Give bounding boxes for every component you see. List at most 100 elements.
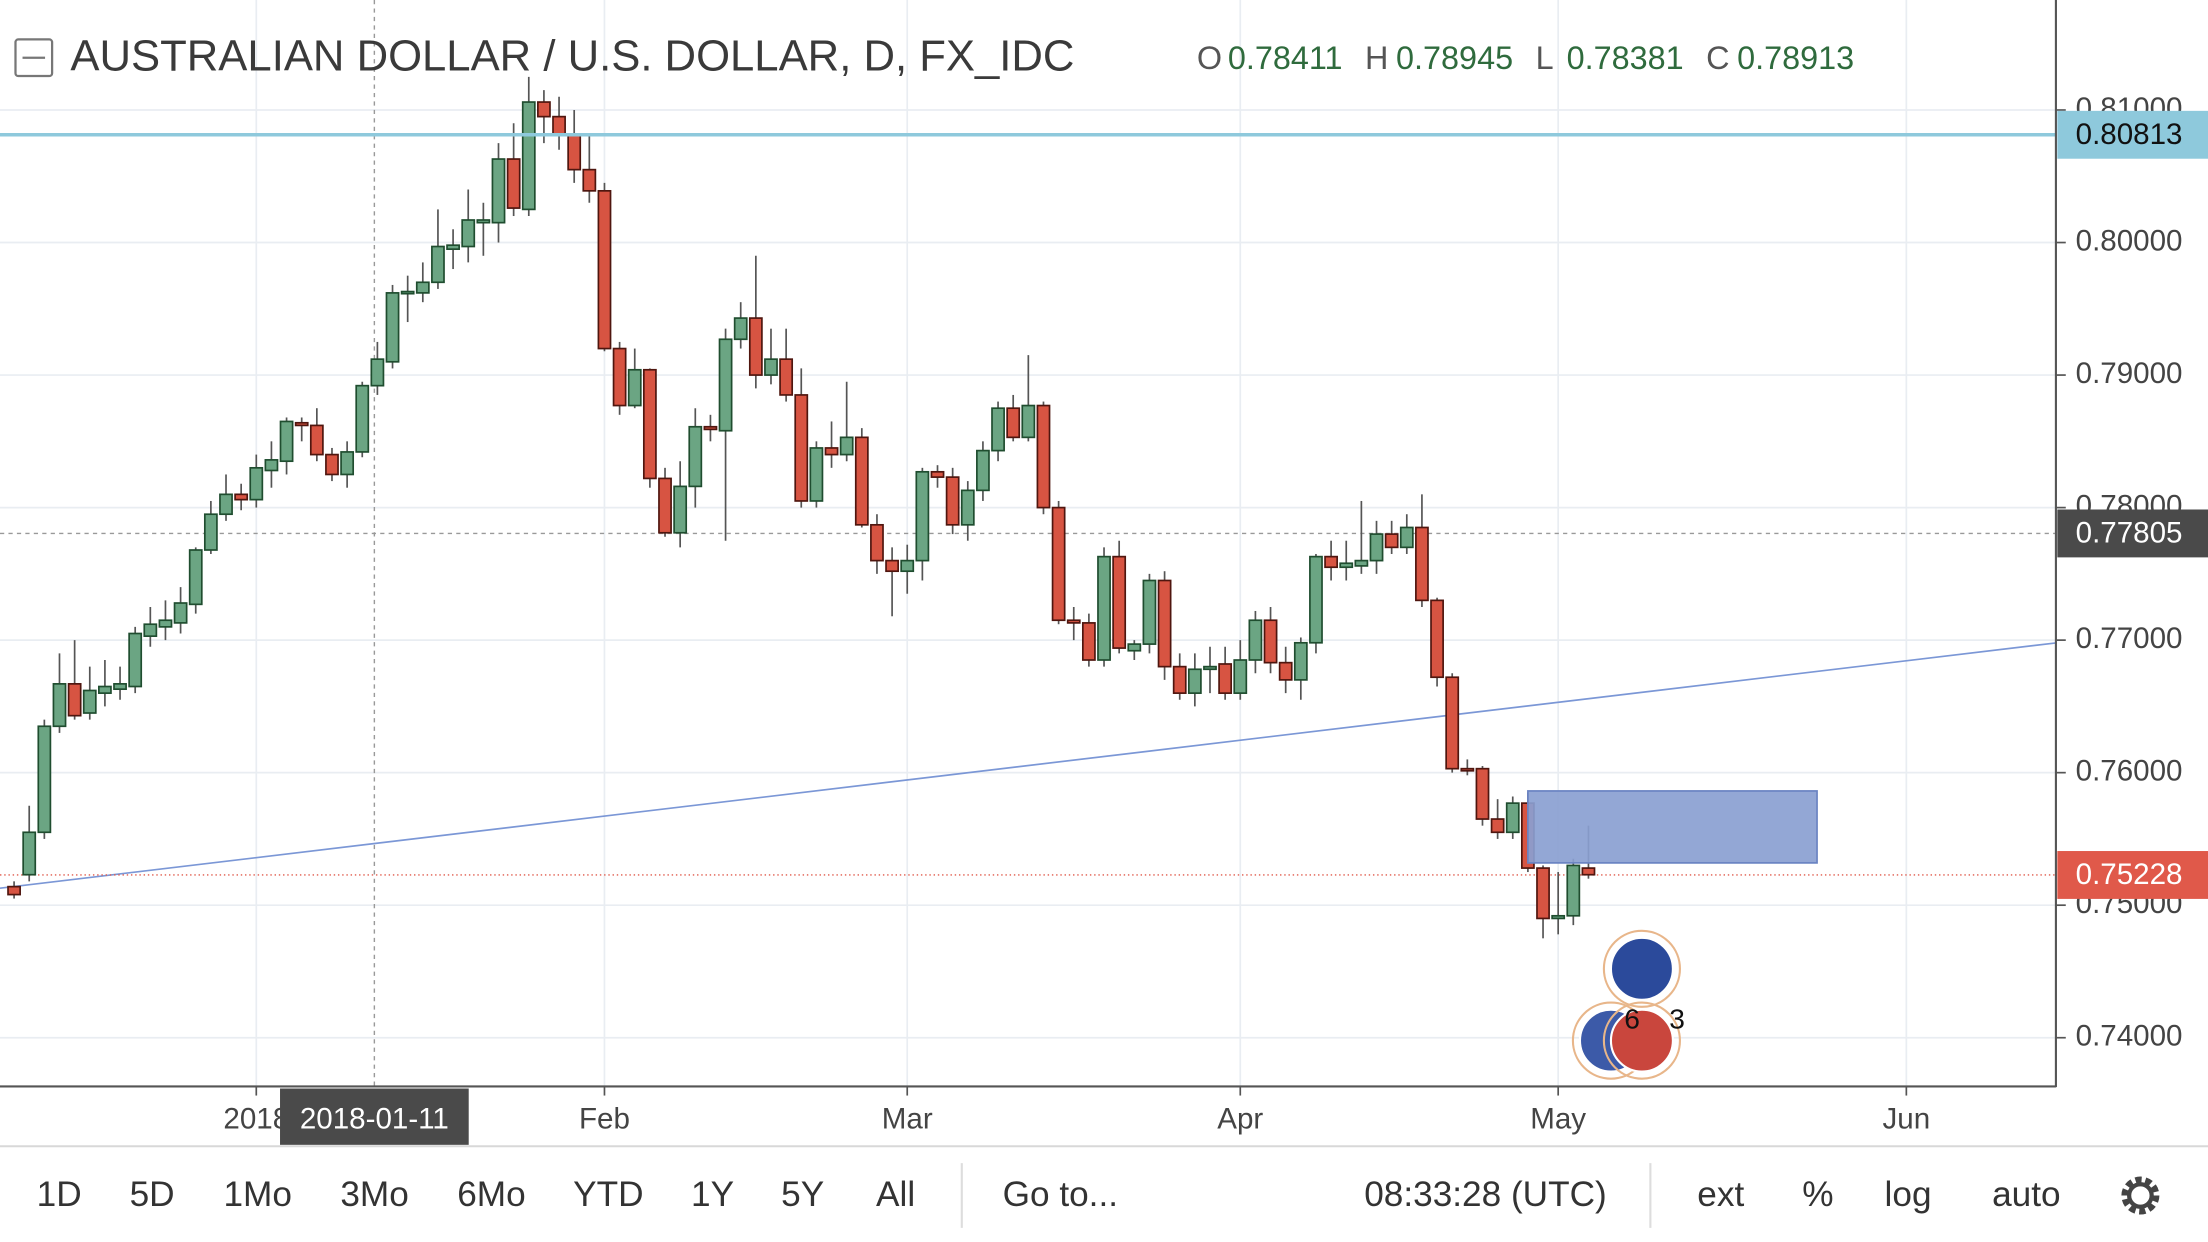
ohlc-value: 0.78945 [1396,40,1513,76]
x-tick-label: Mar [882,1103,933,1136]
y-tick-label: 0.79000 [2076,357,2183,390]
candle-body [1248,619,1263,661]
ohlc-value: 0.78381 [1567,40,1684,76]
ohlc-label: H [1365,40,1388,76]
ohlc-label: O [1197,40,1222,76]
candle-body [340,451,355,476]
range-button[interactable]: 1Mo [223,1175,291,1214]
candle-body [264,459,279,472]
candle-body [128,632,143,688]
collapse-icon[interactable] [14,38,54,78]
option-button[interactable]: log [1885,1175,1932,1214]
y-tick-label: 0.77000 [2076,622,2183,655]
candle-body [718,338,733,432]
candle-body [370,358,385,387]
candle-body [779,358,794,396]
candle-body [521,101,536,211]
candle-body [325,453,339,476]
candle-body [824,447,839,456]
candle-body [900,559,915,573]
y-tick-label: 0.74000 [2076,1020,2183,1053]
candle-body [1354,559,1369,567]
range-button[interactable]: 1D [37,1175,82,1214]
x-tick-label: Apr [1217,1103,1263,1136]
candle-body [415,281,430,294]
range-button[interactable]: All [876,1175,915,1214]
option-button[interactable]: auto [1992,1175,2061,1214]
settings-icon[interactable] [2121,1176,2160,1215]
candle-body [597,189,612,350]
ohlc-label: C [1706,40,1729,76]
event-flag[interactable] [1602,929,1681,1008]
candle-body [1430,599,1444,679]
candle-body [703,425,718,431]
candle-body [733,317,748,341]
candle-body [1051,506,1066,622]
gear-ring [2127,1182,2154,1209]
range-button[interactable]: 6Mo [457,1175,525,1214]
candle-body [22,831,37,876]
candle-body [1293,641,1308,681]
candle-body [1263,619,1278,664]
event-count: 3 [1669,1003,1685,1034]
candle-body [582,168,597,192]
goto-button[interactable]: Go to... [1003,1175,1118,1214]
candle-body [461,219,476,248]
candle-body [173,602,188,624]
price-tag-label: 0.77805 [2076,517,2183,550]
candle-body [1142,579,1157,645]
range-button[interactable]: 5Y [781,1175,824,1214]
candle-body [1445,676,1460,770]
candle-body [839,436,854,456]
range-button[interactable]: 3Mo [340,1175,408,1214]
range-button[interactable]: YTD [573,1175,643,1214]
x-tick-label: Feb [579,1103,630,1136]
candle-body [1021,404,1036,439]
candle-body [1066,619,1081,624]
candle-body [249,466,264,501]
price-tag [2057,851,2208,899]
price-tag-label: 0.80813 [2076,118,2183,151]
event-flag[interactable] [1602,1001,1681,1080]
candle-body [1566,864,1581,917]
gear-teeth [2121,1176,2160,1215]
candle-body [870,523,884,562]
candle-body [915,470,930,562]
candle-body [1112,555,1127,649]
candle-body [188,549,203,606]
candle-body [446,244,460,251]
candle-body [431,245,445,284]
candle-body [1081,622,1096,661]
candle-body [37,725,52,834]
crosshair-date-tag [280,1088,469,1145]
candle-body [627,368,642,407]
trend-line [0,642,2057,890]
option-button[interactable]: ext [1697,1175,1744,1214]
candle-body [400,290,415,295]
candle-body [1157,579,1172,668]
option-button[interactable]: % [1802,1175,1833,1214]
candle-body [1097,555,1111,661]
candle-body [1384,533,1399,549]
candle-body [234,493,249,501]
candle-body [98,685,112,694]
candle-body [279,420,294,463]
header: AUSTRALIAN DOLLAR / U.S. DOLLAR, D, FX_I… [14,32,1854,81]
candle-body [294,421,309,427]
candle-body [673,485,688,534]
price-tag [2057,110,2208,159]
candle-body [809,447,824,502]
candle-body [658,477,672,534]
candle-body [1369,533,1384,562]
candle-body [794,394,809,502]
candle-body [1309,555,1323,644]
candle-body [1581,867,1596,876]
candle-body [491,158,506,224]
candle-body [143,623,158,637]
candle-body [1187,668,1202,694]
event-count: 6 [1624,1003,1640,1034]
range-button[interactable]: 1Y [691,1175,734,1214]
price-tag-label: 0.75228 [2076,858,2183,891]
range-button[interactable]: 5D [130,1175,175,1214]
